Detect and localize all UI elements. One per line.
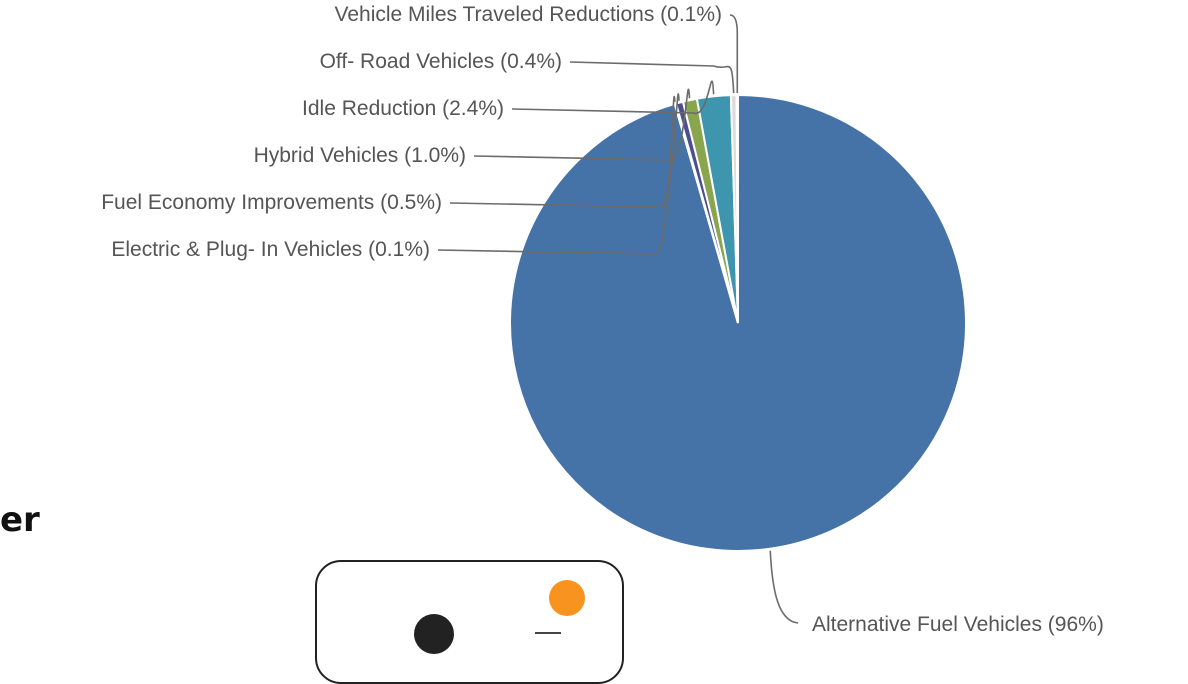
slice-label: Hybrid Vehicles (1.0%) <box>254 144 466 167</box>
label-connector <box>569 61 735 94</box>
small-graphic-icon <box>535 632 561 648</box>
slice-label: Alternative Fuel Vehicles (96%) <box>812 613 1104 636</box>
pie-slice <box>735 93 739 324</box>
pie-chart: Alternative Fuel Vehicles (96%) Electric … <box>101 3 1104 636</box>
label-connector <box>769 550 799 624</box>
label-connector <box>449 93 680 208</box>
orange-dot-icon <box>549 580 585 616</box>
slice-label: Fuel Economy Improvements (0.5%) <box>101 191 442 214</box>
label-connector <box>473 88 691 161</box>
label-connector <box>437 96 676 255</box>
slice-label: Vehicle Miles Traveled Reductions (0.1%) <box>334 3 722 26</box>
label-connector <box>511 80 715 114</box>
slice-label: Idle Reduction (2.4%) <box>302 97 504 120</box>
slice-label: Electric & Plug- In Vehicles (0.1%) <box>111 238 430 261</box>
person-head-icon <box>414 614 454 654</box>
label-connector <box>729 14 739 94</box>
partial-heading-text: er <box>0 500 40 540</box>
slice-label: Off- Road Vehicles (0.4%) <box>320 50 562 73</box>
illustration-card <box>315 560 624 684</box>
